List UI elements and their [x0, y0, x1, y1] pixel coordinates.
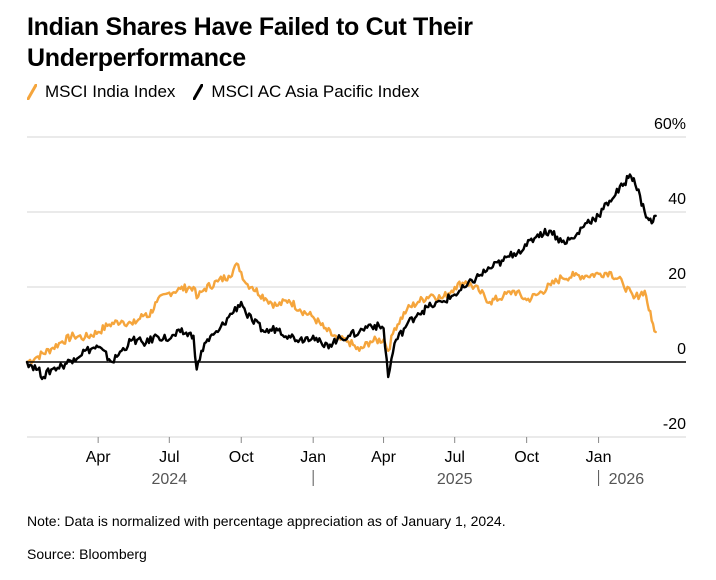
x-tick-label: Jul [159, 449, 179, 466]
x-tick-label: Oct [514, 449, 539, 466]
y-tick-label: 20 [668, 266, 686, 283]
grid-layer [27, 136, 686, 438]
legend-label-asia-pacific: MSCI AC Asia Pacific Index [211, 82, 420, 101]
line-chart: Apr Jul Oct Jan Apr Jul Oct Jan 2024 2025 2026 60%… [25, 116, 686, 488]
chart-source: Source: Bloomberg [27, 546, 147, 562]
y-tick-label: 40 [668, 191, 686, 208]
series-line-india [25, 262, 657, 364]
series-layer [25, 173, 657, 381]
chart-title: Indian Shares Have Failed to Cut Their U… [27, 13, 473, 72]
series-line-asia-pacific [25, 173, 657, 381]
x-tick-label: Apr [86, 449, 112, 466]
x-axis: Apr Jul Oct Jan Apr Jul Oct Jan 2024 2025 2026 [86, 437, 645, 488]
y-tick-label: 60% [654, 116, 686, 133]
y-axis: 60% 40 20 0 -20 [27, 116, 686, 433]
x-tick-label: Jul [444, 449, 464, 466]
chart-note: Note: Data is normalized with percentage… [27, 513, 506, 529]
x-year-label: 2026 [609, 471, 645, 488]
y-tick-label: -20 [663, 416, 686, 433]
legend-item-asia-pacific: MSCI AC Asia Pacific Index [193, 82, 419, 102]
y-tick-label: 0 [677, 341, 686, 358]
x-tick-label: Jan [300, 449, 326, 466]
x-tick-label: Oct [229, 449, 254, 466]
legend: MSCI India Index MSCI AC Asia Pacific In… [27, 80, 437, 104]
legend-swatch-asia-pacific [193, 84, 204, 100]
legend-swatch-india [27, 84, 37, 100]
x-year-label: 2024 [152, 471, 188, 488]
x-tick-label: Jan [586, 449, 612, 466]
x-tick-label: Apr [371, 449, 397, 466]
legend-item-india: MSCI India Index [27, 82, 175, 102]
legend-label-india: MSCI India Index [45, 82, 176, 101]
x-year-label: 2025 [437, 471, 473, 488]
